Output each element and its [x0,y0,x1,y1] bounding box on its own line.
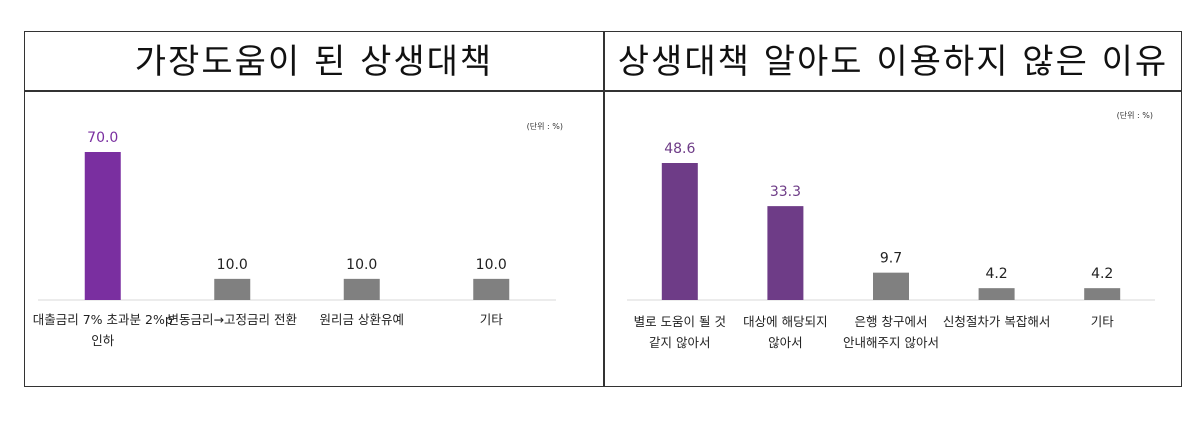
bar [1084,288,1121,300]
category-label: 인하 [91,333,115,348]
bar [873,272,909,300]
category-label: 기타 [1091,314,1115,329]
data-label: 10.0 [476,257,507,273]
data-label: 48.6 [664,141,695,157]
category-label: 신청절차가 복잡해서 [943,314,1050,329]
bar [473,278,510,300]
data-label: 70.0 [87,130,118,146]
panel-divider [603,31,605,387]
category-label: 대출금리 7% 초과분 2%p [33,312,173,327]
category-label: 기타 [480,312,504,327]
data-label: 33.3 [770,184,801,200]
header-divider [24,90,1182,92]
bar [978,288,1015,300]
data-label: 4.2 [1091,266,1113,282]
data-label: 9.7 [880,251,902,267]
bar [661,163,698,300]
category-label: 변동금리→고정금리 전환 [168,312,298,327]
right-bar-chart: (단위 : %) 48.6 별로 도움이 될 것같지 않아서 33.3 대상에 해당되지… [627,110,1155,350]
bar [214,278,251,300]
bar [343,278,380,300]
bar [767,206,804,300]
left-bar-chart: (단위 : %) 70.0 대출금리 7% 초과분 2%p 인하 10.0 변동금리→고정… [33,121,563,348]
bar [84,152,121,300]
category-label: 별로 도움이 될 것 [634,314,726,329]
left-panel-title: 가장도움이 된 상생대책 [134,42,494,82]
data-label: 4.2 [985,266,1007,282]
category-label: 대상에 해당되지 [743,314,827,329]
category-label: 같지 않아서 [649,335,710,350]
unit-label: (단위 : %) [527,121,563,131]
category-label: 은행 창구에서 [855,314,928,329]
category-label: 원리금 상환유예 [320,312,404,327]
unit-label: (단위 : %) [1117,110,1153,120]
category-label: 않아서 [768,335,803,350]
right-panel-title: 상생대책 알아도 이용하지 않은 이유 [617,42,1169,82]
data-label: 10.0 [217,257,248,273]
data-label: 10.0 [346,257,377,273]
category-label: 안내해주지 않아서 [843,335,939,350]
